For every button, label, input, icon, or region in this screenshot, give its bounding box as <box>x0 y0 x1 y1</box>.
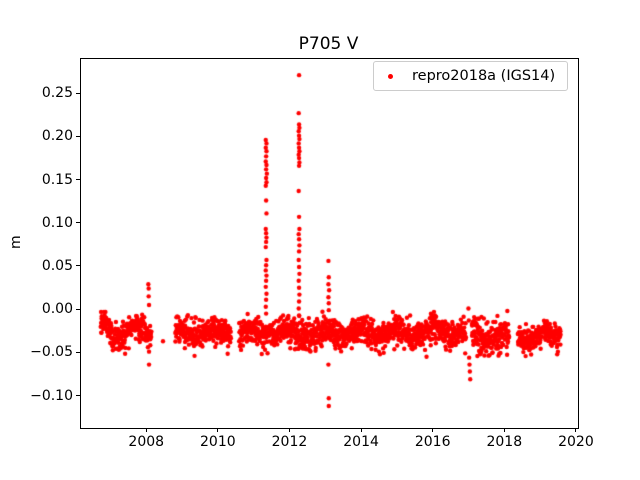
x-tick-label: 2014 <box>343 434 379 450</box>
x-tick-mark <box>432 428 434 432</box>
y-tick-mark <box>76 92 80 94</box>
y-tick-mark <box>76 351 80 353</box>
y-tick-label: 0.10 <box>41 214 73 231</box>
y-tick-label: 0.25 <box>41 85 73 102</box>
legend-marker-dot-icon <box>388 73 393 79</box>
y-tick-label: −0.05 <box>30 344 73 361</box>
x-tick-label: 2012 <box>271 434 308 450</box>
y-tick-label: −0.10 <box>30 387 73 404</box>
y-tick-mark <box>76 222 80 224</box>
y-tick-mark <box>76 265 80 267</box>
x-tick-mark <box>503 428 505 432</box>
x-tick-label: 2020 <box>558 434 594 450</box>
legend-series-label: repro2018a (IGS14) <box>412 68 556 84</box>
y-axis-label: m <box>8 235 24 249</box>
y-tick-mark <box>76 135 80 137</box>
legend: repro2018a (IGS14) <box>373 61 569 91</box>
y-tick-label: 0.00 <box>41 301 73 318</box>
x-tick-label: 2010 <box>200 434 236 450</box>
x-tick-mark <box>288 428 290 432</box>
chart-title: P705 V <box>298 34 359 54</box>
x-tick-mark <box>575 428 577 432</box>
y-tick-mark <box>76 395 80 397</box>
x-tick-mark <box>360 428 362 432</box>
x-tick-label: 2018 <box>486 434 523 450</box>
y-tick-label: 0.20 <box>41 128 73 145</box>
x-tick-label: 2008 <box>128 434 165 450</box>
plot-area <box>80 58 579 429</box>
x-tick-label: 2016 <box>414 434 451 450</box>
y-tick-label: 0.05 <box>41 257 73 274</box>
x-tick-mark <box>145 428 147 432</box>
x-tick-mark <box>217 428 219 432</box>
y-tick-label: 0.15 <box>41 171 73 188</box>
y-tick-mark <box>76 179 80 181</box>
scatter-series-canvas <box>81 59 578 428</box>
y-tick-mark <box>76 308 80 310</box>
